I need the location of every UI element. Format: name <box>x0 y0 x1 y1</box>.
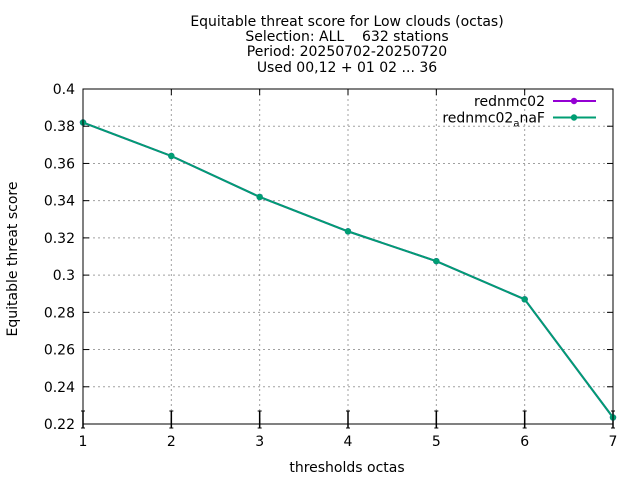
title-line-4: Used 00,12 + 01 02 ... 36 <box>257 60 437 76</box>
title-line-2: Selection: ALL 632 stations <box>245 29 448 45</box>
x-tick-label: 3 <box>255 434 264 450</box>
y-tick-label: 0.4 <box>53 82 75 98</box>
y-tick-label: 0.36 <box>44 156 75 172</box>
data-point <box>344 228 352 235</box>
grid <box>83 89 613 424</box>
axis-ticks: 0.22 0.24 0.26 0.28 0.3 0.32 0.34 0.36 0.38 0.4 1 2… <box>44 82 618 450</box>
legend-marker <box>570 97 578 105</box>
y-tick-label: 0.3 <box>53 268 75 284</box>
x-tick-label: 4 <box>344 434 353 450</box>
y-tick-label: 0.34 <box>44 194 75 210</box>
x-tick-label: 7 <box>609 434 618 450</box>
y-tick-label: 0.38 <box>44 119 75 135</box>
x-axis-label: thresholds octas <box>289 460 404 476</box>
data-point <box>433 257 440 265</box>
data-point <box>256 193 263 201</box>
x-tick-label: 6 <box>520 434 529 450</box>
legend-label: rednmc02 <box>474 94 545 110</box>
legend-marker <box>570 114 578 121</box>
x-tick-label: 5 <box>432 434 441 450</box>
y-tick-label: 0.28 <box>44 305 75 321</box>
x-tick-label: 1 <box>79 434 88 450</box>
title-line-3: Period: 20250702-20250720 <box>247 44 447 60</box>
x-tick-label: 2 <box>167 434 176 450</box>
data-point <box>521 296 528 303</box>
chart-title: Equitable threat score for Low clouds (o… <box>190 14 503 76</box>
series-lines <box>79 119 617 421</box>
y-tick-label: 0.24 <box>44 380 75 396</box>
y-tick-label: 0.22 <box>44 417 75 433</box>
y-axis-label: Equitable threat score <box>5 182 21 337</box>
data-point <box>168 152 175 160</box>
y-tick-label: 0.26 <box>44 343 75 359</box>
legend-label: rednmc02anaF <box>442 111 545 130</box>
title-line-1: Equitable threat score for Low clouds (o… <box>190 14 503 30</box>
y-tick-label: 0.32 <box>44 231 75 247</box>
